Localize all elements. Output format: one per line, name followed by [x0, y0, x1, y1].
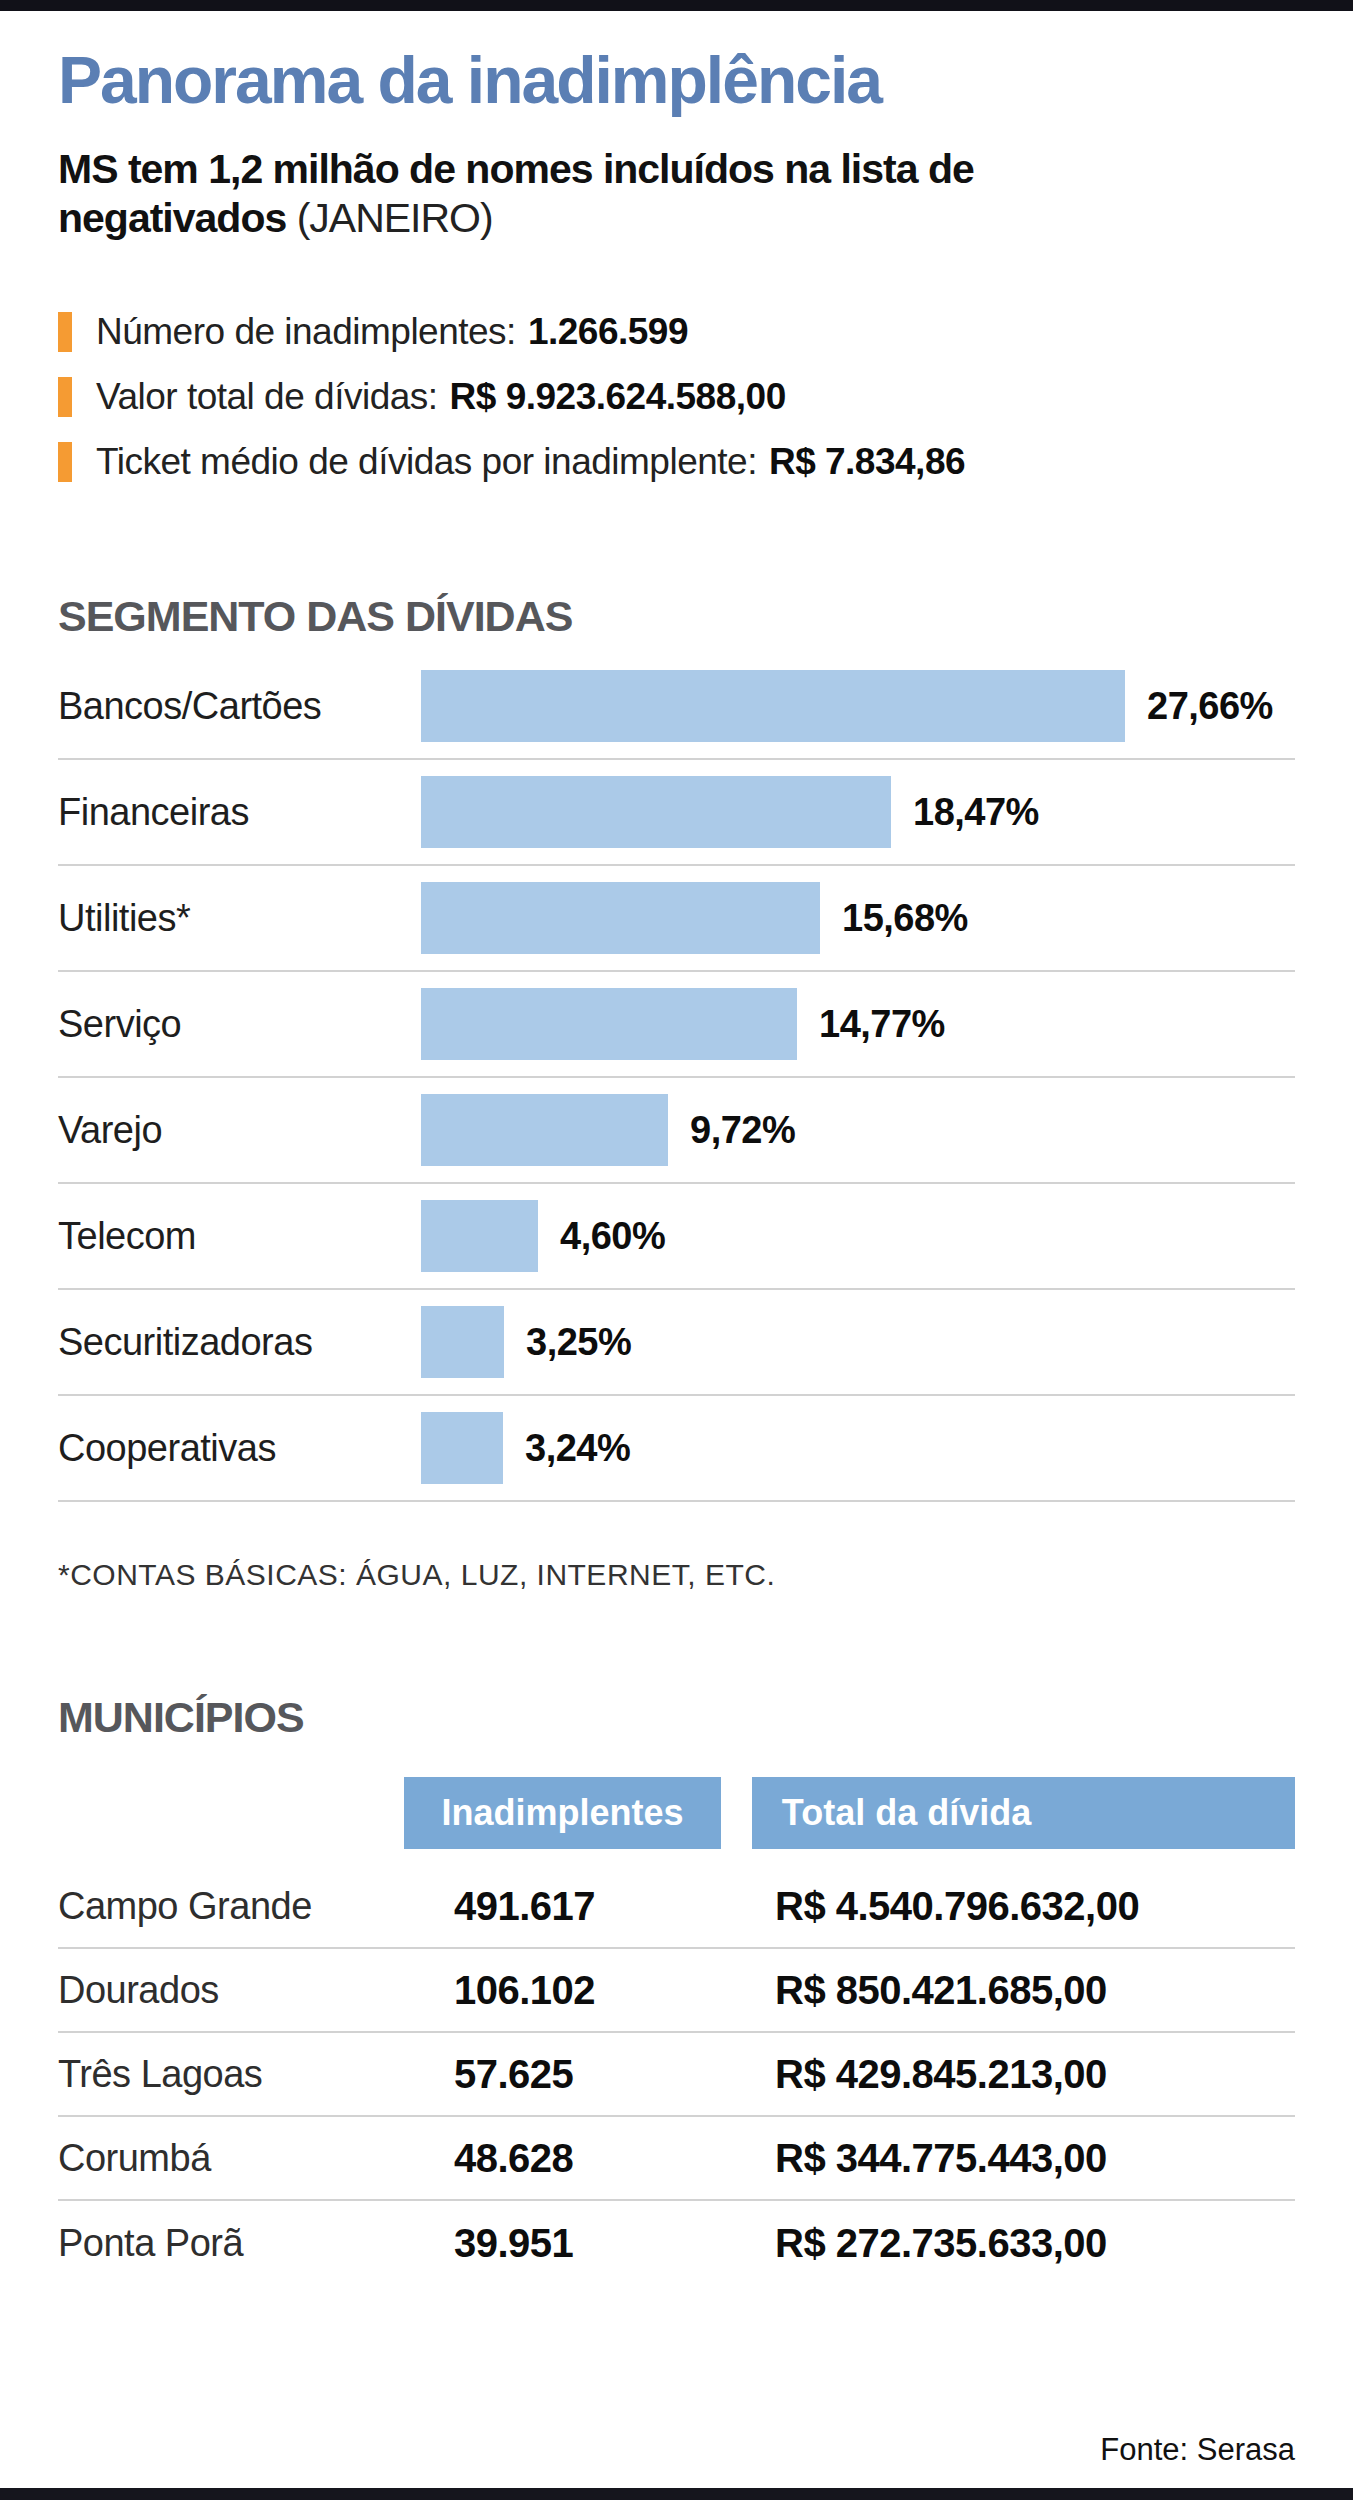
summary-item: Ticket médio de dívidas por inadimplente…	[58, 441, 1295, 483]
bar-label: Bancos/Cartões	[58, 685, 421, 728]
cell-municipality: Campo Grande	[58, 1885, 404, 1928]
cell-total: R$ 429.845.213,00	[753, 2052, 1107, 2097]
bar-label: Securitizadoras	[58, 1321, 421, 1364]
chart-row: Bancos/Cartões 27,66%	[58, 654, 1295, 760]
chart-row: Securitizadoras 3,25%	[58, 1290, 1295, 1396]
bar-label: Utilities*	[58, 897, 421, 940]
cell-inadimplentes: 57.625	[404, 2052, 753, 2097]
subtitle-period-note: (JANEIRO)	[297, 195, 493, 241]
bar-label: Telecom	[58, 1215, 421, 1258]
chart-row: Financeiras 18,47%	[58, 760, 1295, 866]
bullet-marker-icon	[58, 442, 72, 482]
bar	[421, 670, 1125, 742]
summary-item: Valor total de dívidas: R$ 9.923.624.588…	[58, 376, 1295, 418]
summary-label: Ticket médio de dívidas por inadimplente…	[96, 441, 757, 483]
summary-list: Número de inadimplentes: 1.266.599 Valor…	[58, 311, 1295, 483]
chart-row: Utilities* 15,68%	[58, 866, 1295, 972]
summary-value: R$ 7.834,86	[769, 441, 965, 483]
top-accent-bar	[0, 0, 1353, 11]
bar-value: 15,68%	[842, 897, 968, 940]
chart-footnote: *CONTAS BÁSICAS: ÁGUA, LUZ, INTERNET, ET…	[58, 1558, 1295, 1592]
cell-inadimplentes: 48.628	[404, 2136, 753, 2181]
bar-value: 3,25%	[526, 1321, 631, 1364]
table-row: Dourados 106.102 R$ 850.421.685,00	[58, 1949, 1295, 2033]
bar	[421, 1412, 503, 1484]
cell-municipality: Corumbá	[58, 2137, 404, 2180]
chart-row: Telecom 4,60%	[58, 1184, 1295, 1290]
subtitle-line2: negativados	[58, 195, 286, 241]
column-header-inadimplentes: Inadimplentes	[404, 1777, 721, 1849]
infographic-page: Panorama da inadimplência MS tem 1,2 mil…	[0, 0, 1353, 2500]
subtitle-line1: MS tem 1,2 milhão de nomes incluídos na …	[58, 146, 974, 192]
cell-municipality: Três Lagoas	[58, 2053, 404, 2096]
section-title-segmento: SEGMENTO DAS DÍVIDAS	[58, 595, 1295, 638]
bar	[421, 1200, 538, 1272]
bar-label: Cooperativas	[58, 1427, 421, 1470]
bar-label: Varejo	[58, 1109, 421, 1152]
bottom-accent-bar	[0, 2488, 1353, 2500]
bar-value: 18,47%	[913, 791, 1039, 834]
cell-total: R$ 4.540.796.632,00	[753, 1884, 1139, 1929]
municipios-table: Campo Grande 491.617 R$ 4.540.796.632,00…	[58, 1865, 1295, 2285]
municipios-table-header: Inadimplentes Total da dívida	[58, 1777, 1295, 1849]
cell-inadimplentes: 106.102	[404, 1968, 753, 2013]
summary-label: Número de inadimplentes:	[96, 311, 516, 353]
bar-value: 27,66%	[1147, 685, 1273, 728]
summary-item: Número de inadimplentes: 1.266.599	[58, 311, 1295, 353]
bar	[421, 882, 820, 954]
bar-value: 4,60%	[560, 1215, 665, 1258]
column-header-total: Total da dívida	[752, 1777, 1295, 1849]
cell-municipality: Dourados	[58, 1969, 404, 2012]
table-row: Corumbá 48.628 R$ 344.775.443,00	[58, 2117, 1295, 2201]
table-row: Campo Grande 491.617 R$ 4.540.796.632,00	[58, 1865, 1295, 1949]
page-title: Panorama da inadimplência	[58, 47, 1295, 113]
summary-label: Valor total de dívidas:	[96, 376, 438, 418]
bar	[421, 1306, 504, 1378]
bullet-marker-icon	[58, 312, 72, 352]
page-subtitle: MS tem 1,2 milhão de nomes incluídos na …	[58, 145, 1295, 243]
table-row: Ponta Porã 39.951 R$ 272.735.633,00	[58, 2201, 1295, 2285]
cell-total: R$ 272.735.633,00	[753, 2221, 1107, 2266]
bar-label: Serviço	[58, 1003, 421, 1046]
chart-row: Cooperativas 3,24%	[58, 1396, 1295, 1502]
section-title-municipios: MUNICÍPIOS	[58, 1696, 1295, 1739]
cell-inadimplentes: 39.951	[404, 2221, 753, 2266]
bar-value: 3,24%	[525, 1427, 630, 1470]
segment-bar-chart: Bancos/Cartões 27,66% Financeiras 18,47%…	[58, 654, 1295, 1502]
cell-inadimplentes: 491.617	[404, 1884, 753, 1929]
chart-row: Varejo 9,72%	[58, 1078, 1295, 1184]
bullet-marker-icon	[58, 377, 72, 417]
cell-total: R$ 850.421.685,00	[753, 1968, 1107, 2013]
table-row: Três Lagoas 57.625 R$ 429.845.213,00	[58, 2033, 1295, 2117]
source-credit: Fonte: Serasa	[1100, 2432, 1295, 2468]
bar-value: 9,72%	[690, 1109, 795, 1152]
cell-total: R$ 344.775.443,00	[753, 2136, 1107, 2181]
bar-value: 14,77%	[819, 1003, 945, 1046]
bar	[421, 1094, 668, 1166]
summary-value: R$ 9.923.624.588,00	[450, 376, 786, 418]
bar	[421, 776, 891, 848]
bar-label: Financeiras	[58, 791, 421, 834]
summary-value: 1.266.599	[528, 311, 688, 353]
cell-municipality: Ponta Porã	[58, 2222, 404, 2265]
chart-row: Serviço 14,77%	[58, 972, 1295, 1078]
bar	[421, 988, 797, 1060]
